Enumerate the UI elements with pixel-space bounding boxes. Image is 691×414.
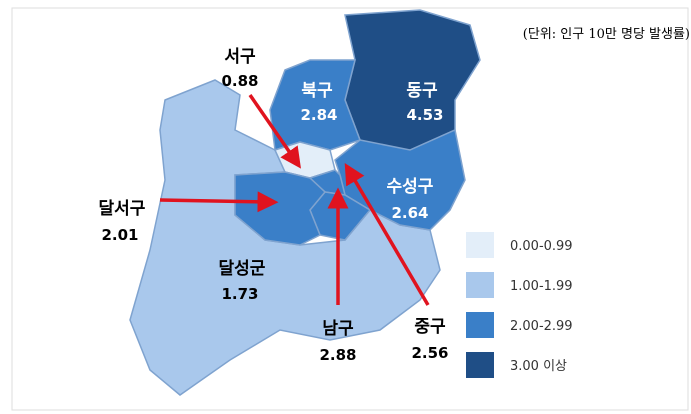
region-name: 남구	[322, 319, 354, 339]
legend-label: 0.00-0.99	[510, 239, 573, 254]
unit-note: (단위: 인구 10만 명당 발생률)	[523, 27, 690, 42]
legend-swatch	[466, 352, 494, 378]
region-name: 동구	[406, 81, 438, 101]
arrow	[159, 191, 279, 213]
region-name: 달서구	[99, 198, 146, 219]
legend: 0.00-0.99 1.00-1.99 2.00-2.99 3.00 이상	[466, 232, 573, 378]
region-value: 2.56	[411, 344, 448, 362]
region-name: 달성군	[219, 258, 266, 279]
legend-swatch	[466, 272, 494, 298]
region-value: 1.73	[221, 285, 258, 303]
region-name: 수성구	[387, 177, 434, 197]
region-value: 0.88	[221, 72, 258, 90]
legend-swatch	[466, 232, 494, 258]
legend-label: 1.00-1.99	[510, 279, 573, 294]
legend-label: 2.00-2.99	[510, 319, 573, 334]
region-name: 북구	[301, 81, 333, 101]
frame	[11, 7, 689, 411]
arrow	[248, 94, 301, 169]
region-value: 2.88	[319, 346, 356, 364]
region-value: 4.53	[406, 106, 443, 124]
legend-swatch	[466, 312, 494, 338]
region-value: 2.01	[101, 226, 138, 244]
region-name: 서구	[224, 47, 256, 67]
region	[269, 59, 361, 151]
region-name: 중구	[414, 317, 446, 337]
legend-label: 3.00 이상	[510, 359, 567, 374]
region-value: 2.64	[391, 204, 428, 222]
region-value: 2.84	[300, 106, 337, 124]
region	[234, 171, 327, 246]
arrow	[344, 162, 430, 306]
